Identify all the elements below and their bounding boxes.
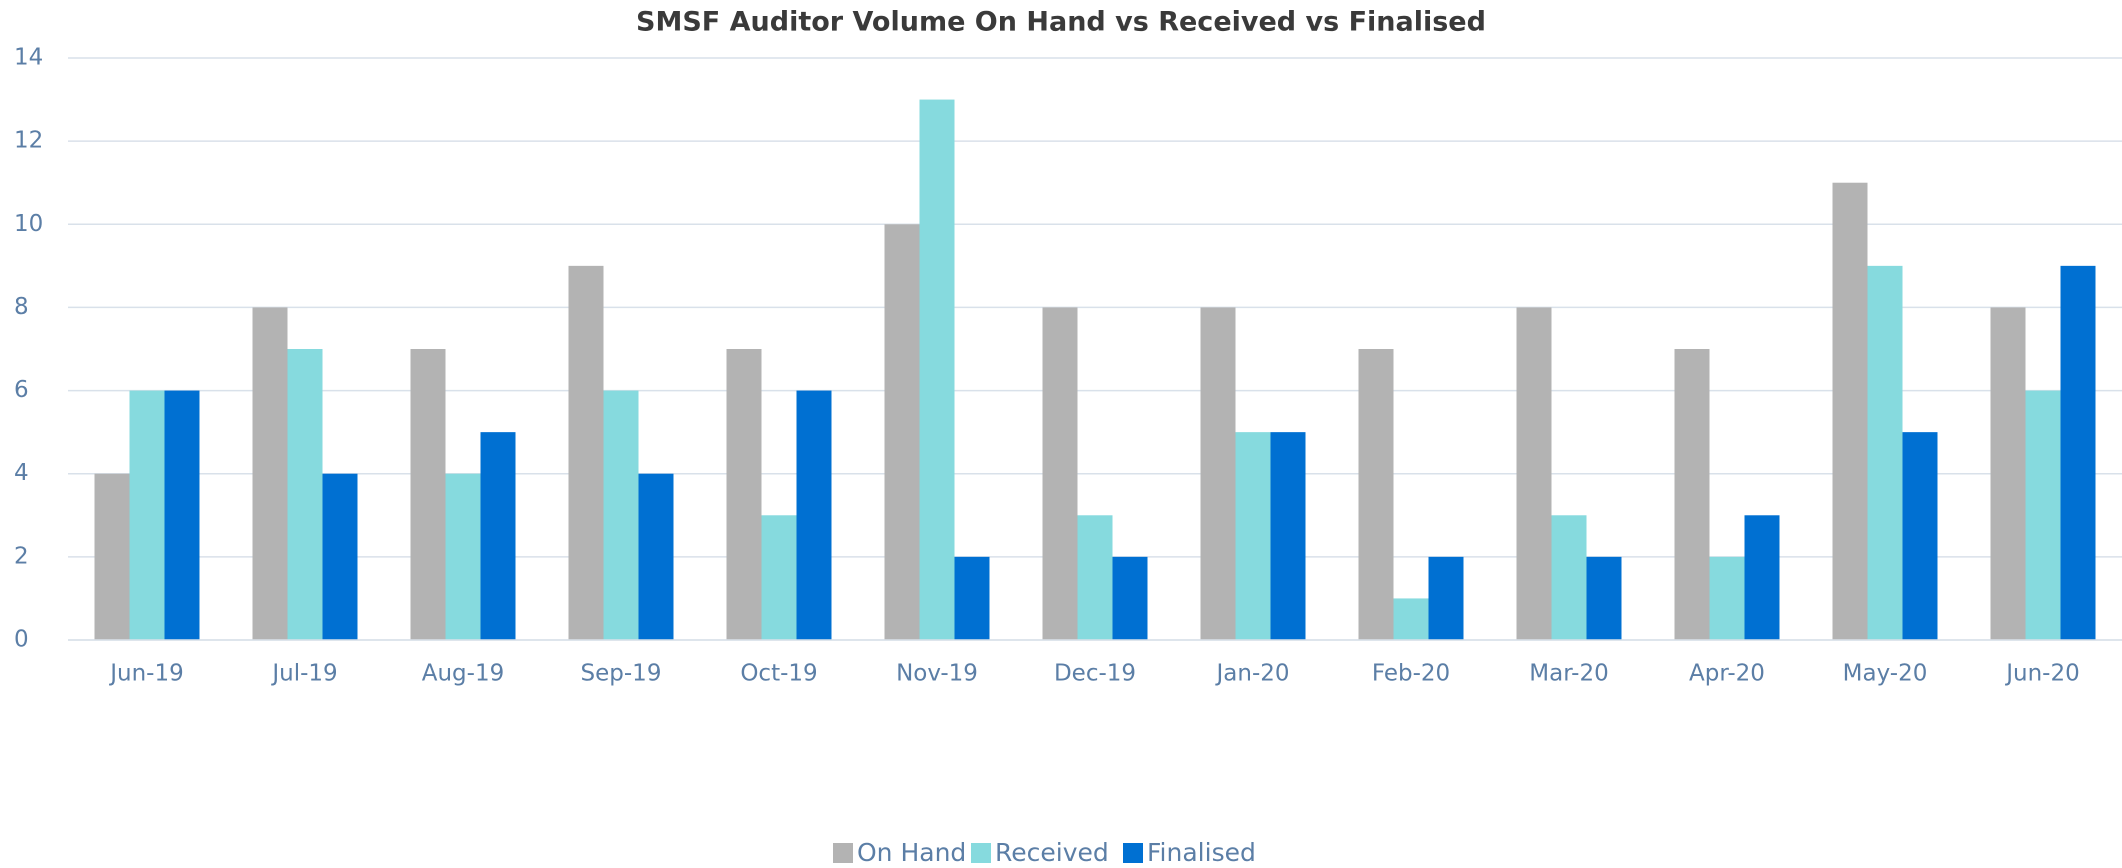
bar — [94, 473, 130, 640]
bar — [1674, 349, 1710, 640]
bar — [1902, 432, 1938, 640]
bar — [1428, 556, 1464, 640]
bar — [761, 515, 797, 640]
bar — [603, 390, 639, 640]
y-tick-label: 8 — [14, 294, 29, 320]
bar — [1744, 515, 1780, 640]
x-tick-label: Jan-20 — [1214, 661, 1289, 687]
legend-label: Finalised — [1147, 838, 1256, 867]
bar — [1709, 556, 1745, 640]
bar — [252, 307, 288, 640]
chart-title: SMSF Auditor Volume On Hand vs Received … — [636, 7, 1486, 38]
bar — [164, 390, 200, 640]
y-tick-label: 4 — [14, 460, 29, 486]
bar — [410, 349, 446, 640]
bar — [1586, 556, 1622, 640]
legend-label: Received — [995, 838, 1109, 867]
bar — [1042, 307, 1078, 640]
bar — [1235, 432, 1271, 640]
bar — [919, 99, 955, 641]
bar — [287, 349, 323, 640]
bar — [1832, 182, 1868, 640]
y-tick-label: 10 — [14, 211, 43, 237]
bar — [1200, 307, 1236, 640]
x-tick-label: Nov-19 — [896, 661, 978, 687]
legend-swatch — [971, 843, 991, 863]
bar — [129, 390, 165, 640]
bar — [796, 390, 832, 640]
x-tick-label: Dec-19 — [1054, 661, 1136, 687]
x-tick-label: Jun-20 — [2004, 661, 2080, 687]
x-tick-label: May-20 — [1843, 661, 1928, 687]
x-tick-label: Sep-19 — [581, 661, 662, 687]
bar — [884, 224, 920, 641]
bar — [568, 265, 604, 640]
x-tick-label: Mar-20 — [1529, 661, 1609, 687]
bar — [445, 473, 481, 640]
bar — [322, 473, 358, 640]
legend-swatch — [1123, 843, 1143, 863]
bar — [1112, 556, 1148, 640]
y-tick-label: 14 — [14, 45, 43, 71]
bar — [1393, 598, 1429, 640]
bar — [954, 556, 990, 640]
x-tick-label: Apr-20 — [1689, 661, 1765, 687]
bar — [480, 432, 516, 640]
y-tick-label: 12 — [14, 128, 43, 154]
y-tick-label: 0 — [14, 627, 29, 653]
y-tick-label: 2 — [14, 543, 29, 569]
bar — [638, 473, 674, 640]
bar — [1077, 515, 1113, 640]
x-tick-label: Aug-19 — [422, 661, 504, 687]
bar — [1551, 515, 1587, 640]
bar — [1270, 432, 1306, 640]
bar — [1990, 307, 2026, 640]
x-tick-label: Feb-20 — [1372, 661, 1450, 687]
bar — [1867, 265, 1903, 640]
y-tick-label: 6 — [14, 377, 29, 403]
legend-swatch — [833, 843, 853, 863]
bar — [2025, 390, 2061, 640]
x-tick-label: Jun-19 — [108, 661, 184, 687]
bar — [1516, 307, 1552, 640]
bar — [1358, 349, 1394, 640]
bar — [2060, 265, 2096, 640]
x-tick-label: Jul-19 — [270, 661, 337, 687]
x-tick-label: Oct-19 — [740, 661, 817, 687]
bar — [726, 349, 762, 640]
legend-label: On Hand — [857, 838, 966, 867]
